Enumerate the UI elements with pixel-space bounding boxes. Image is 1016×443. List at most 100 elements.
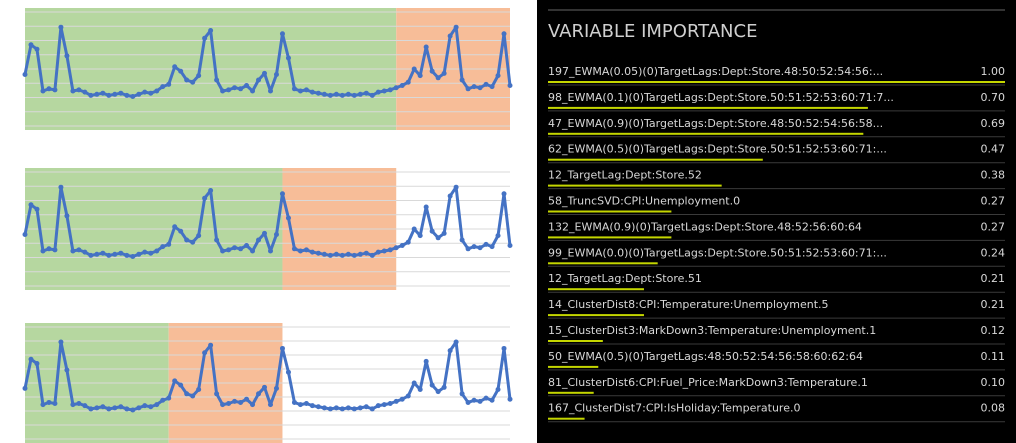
point	[112, 251, 118, 257]
variable-value: 0.21	[981, 272, 1006, 285]
point	[309, 249, 315, 255]
point	[88, 406, 94, 412]
point	[333, 405, 339, 411]
point	[244, 396, 250, 402]
point	[118, 250, 124, 256]
point	[100, 250, 106, 256]
point	[279, 345, 285, 351]
variable-value: 0.70	[981, 91, 1006, 104]
point	[417, 233, 423, 239]
point	[46, 86, 52, 92]
point	[471, 397, 477, 403]
point	[483, 81, 489, 87]
point	[417, 73, 423, 79]
point	[106, 92, 112, 98]
point	[453, 24, 459, 30]
point	[136, 405, 142, 411]
point	[118, 90, 124, 96]
point	[315, 404, 321, 410]
point	[495, 386, 501, 392]
point	[172, 224, 178, 230]
point	[321, 405, 327, 411]
point	[399, 396, 405, 402]
point	[220, 248, 226, 254]
point	[238, 86, 244, 92]
point	[363, 250, 369, 256]
point	[142, 403, 148, 409]
point	[148, 90, 154, 96]
importance-bar	[548, 417, 585, 420]
point	[303, 87, 309, 93]
point	[166, 241, 172, 247]
point	[226, 87, 232, 93]
point	[118, 404, 124, 410]
point	[465, 86, 471, 92]
point	[34, 46, 40, 52]
point	[208, 28, 214, 33]
variable-name: 99_EWMA(0.0)(0)TargetLags:Dept:Store.50:…	[548, 246, 887, 259]
point	[381, 402, 387, 408]
panel-background	[537, 0, 1016, 443]
point	[429, 382, 435, 388]
point	[130, 254, 136, 259]
variable-name: 132_EWMA(0.9)(0)TargetLags:Dept:Store.48…	[548, 220, 862, 233]
point	[393, 245, 399, 251]
point	[220, 402, 226, 408]
point	[423, 204, 429, 210]
point	[267, 248, 273, 254]
importance-bar	[548, 81, 1005, 83]
point	[501, 31, 507, 37]
point	[465, 246, 471, 252]
point	[369, 406, 375, 412]
variable-name: 14_ClusterDist8:CPI:Temperature:Unemploy…	[548, 298, 829, 311]
point	[160, 397, 166, 403]
variable-name: 197_EWMA(0.05)(0)TargetLags:Dept:Store.4…	[548, 65, 883, 78]
point	[423, 358, 429, 364]
point	[124, 406, 130, 412]
point	[273, 385, 279, 391]
point	[196, 386, 202, 392]
point	[315, 250, 321, 256]
point	[196, 73, 202, 79]
point	[52, 87, 58, 93]
variable-value: 0.12	[981, 324, 1006, 337]
point	[148, 404, 154, 410]
point	[459, 237, 465, 243]
point	[82, 249, 88, 255]
point	[387, 401, 393, 407]
point	[244, 83, 250, 88]
point	[471, 84, 477, 90]
point	[399, 83, 405, 88]
point	[112, 91, 118, 97]
point	[40, 88, 46, 94]
point	[405, 239, 411, 245]
point	[267, 88, 273, 94]
point	[52, 247, 58, 253]
point	[184, 391, 190, 397]
variable-value: 0.69	[981, 117, 1006, 130]
point	[70, 88, 76, 94]
point	[279, 31, 285, 37]
variable-name: 81_ClusterDist6:CPI:Fuel_Price:MarkDown3…	[548, 376, 868, 389]
point	[178, 382, 184, 388]
point	[435, 389, 441, 395]
point	[393, 398, 399, 404]
importance-bar	[548, 184, 722, 187]
variable-name: 58_TruncSVD:CPI:Unemployment.0	[548, 195, 740, 208]
point	[94, 251, 100, 257]
point	[34, 206, 40, 212]
point	[363, 404, 369, 410]
point	[250, 248, 256, 254]
point	[303, 401, 309, 407]
point	[381, 88, 387, 94]
point	[327, 252, 333, 258]
series-line	[23, 185, 512, 258]
point	[447, 33, 453, 39]
point	[46, 246, 52, 252]
point	[214, 237, 220, 243]
point	[178, 68, 184, 74]
variable-value: 1.00	[981, 65, 1006, 78]
point	[333, 251, 339, 257]
point	[507, 396, 513, 402]
point	[327, 406, 333, 412]
